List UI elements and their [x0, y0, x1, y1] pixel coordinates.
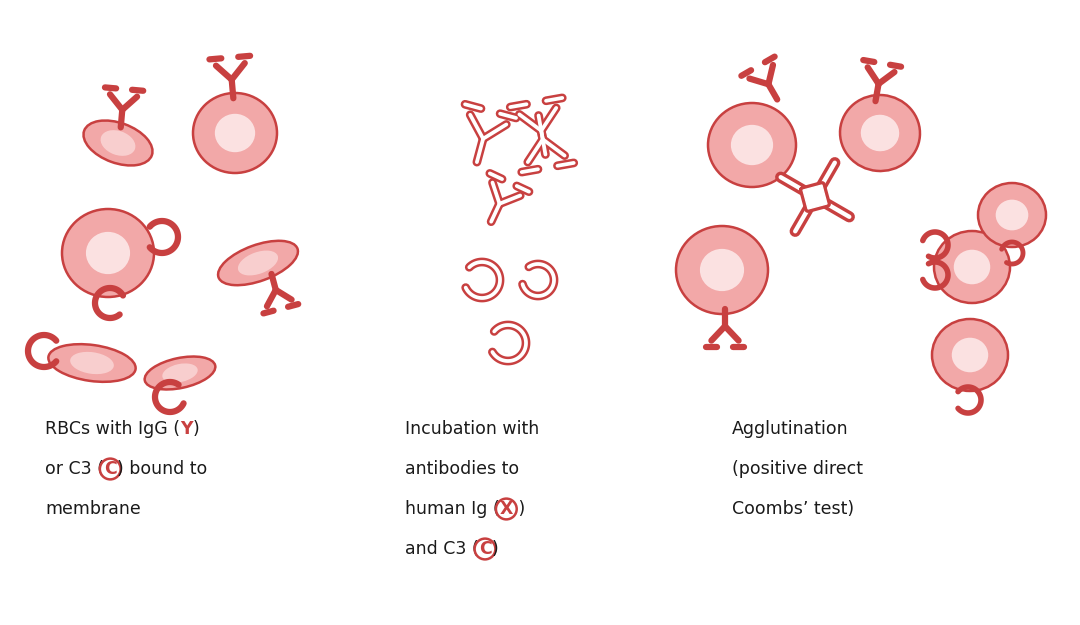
Text: ): ) [491, 540, 498, 558]
Ellipse shape [145, 356, 215, 389]
Text: ): ) [513, 500, 525, 518]
Ellipse shape [951, 338, 988, 372]
Text: RBCs with IgG (: RBCs with IgG ( [45, 420, 180, 438]
Ellipse shape [62, 209, 154, 297]
Ellipse shape [954, 250, 990, 284]
Ellipse shape [83, 121, 152, 166]
Ellipse shape [700, 249, 744, 291]
Text: C: C [478, 540, 491, 558]
Ellipse shape [996, 199, 1028, 231]
Ellipse shape [978, 183, 1047, 247]
Ellipse shape [162, 363, 198, 382]
Ellipse shape [218, 241, 298, 285]
Ellipse shape [86, 232, 130, 274]
Text: ): ) [192, 420, 199, 438]
Ellipse shape [708, 103, 796, 187]
Ellipse shape [934, 231, 1010, 303]
Ellipse shape [49, 344, 136, 382]
Text: ) bound to: ) bound to [117, 460, 207, 478]
Text: Incubation with: Incubation with [405, 420, 539, 438]
Text: C: C [104, 460, 117, 478]
Text: and C3 (: and C3 ( [405, 540, 478, 558]
Ellipse shape [731, 125, 773, 165]
Polygon shape [804, 185, 827, 209]
Ellipse shape [70, 352, 113, 374]
Text: antibodies to: antibodies to [405, 460, 519, 478]
Ellipse shape [193, 93, 276, 173]
Text: or C3 (: or C3 ( [45, 460, 104, 478]
Text: Y: Y [180, 420, 192, 438]
Ellipse shape [861, 115, 900, 151]
Text: (positive direct: (positive direct [732, 460, 863, 478]
Ellipse shape [932, 319, 1008, 391]
Text: human Ig (: human Ig ( [405, 500, 500, 518]
Ellipse shape [676, 226, 768, 314]
Text: Coombs’ test): Coombs’ test) [732, 500, 854, 518]
Ellipse shape [840, 95, 920, 171]
Text: X: X [500, 500, 513, 518]
Text: membrane: membrane [45, 500, 140, 518]
Ellipse shape [215, 114, 255, 152]
Text: Agglutination: Agglutination [732, 420, 849, 438]
Ellipse shape [238, 251, 278, 276]
Ellipse shape [100, 130, 135, 156]
